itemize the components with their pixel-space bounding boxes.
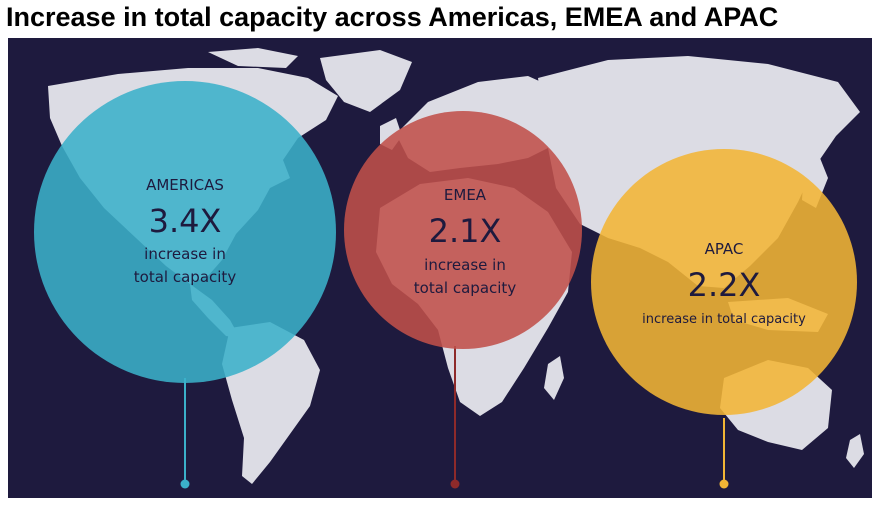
greenland-landmass — [320, 50, 412, 112]
apac-desc-line1: increase in total capacity — [642, 312, 806, 327]
page-title: Increase in total capacity across Americ… — [6, 2, 779, 32]
americas-value: 3.4X — [149, 202, 222, 240]
world-map-panel: AMERICAS 3.4X increase in total capacity… — [8, 38, 872, 498]
emea-value: 2.1X — [429, 212, 502, 250]
americas-pin-dot — [180, 479, 190, 489]
madagascar-landmass — [544, 356, 564, 400]
americas-region-label: AMERICAS — [146, 176, 224, 194]
emea-desc-line2: total capacity — [414, 279, 517, 297]
emea-pin-dot — [450, 479, 460, 489]
apac-region-label: APAC — [705, 240, 744, 258]
world-map-diagram: AMERICAS 3.4X increase in total capacity… — [8, 38, 872, 498]
americas-bubble — [34, 81, 336, 383]
emea-desc-line1: increase in — [424, 256, 506, 274]
americas-desc-line1: increase in — [144, 245, 226, 263]
arctic-islands-landmass — [208, 48, 298, 68]
americas-desc-line2: total capacity — [134, 268, 237, 286]
emea-bubble — [344, 111, 582, 349]
new-zealand-landmass — [846, 434, 864, 468]
apac-pin-dot — [719, 479, 729, 489]
apac-bubble — [591, 149, 857, 415]
emea-region-label: EMEA — [444, 186, 487, 204]
apac-value: 2.2X — [688, 266, 761, 304]
